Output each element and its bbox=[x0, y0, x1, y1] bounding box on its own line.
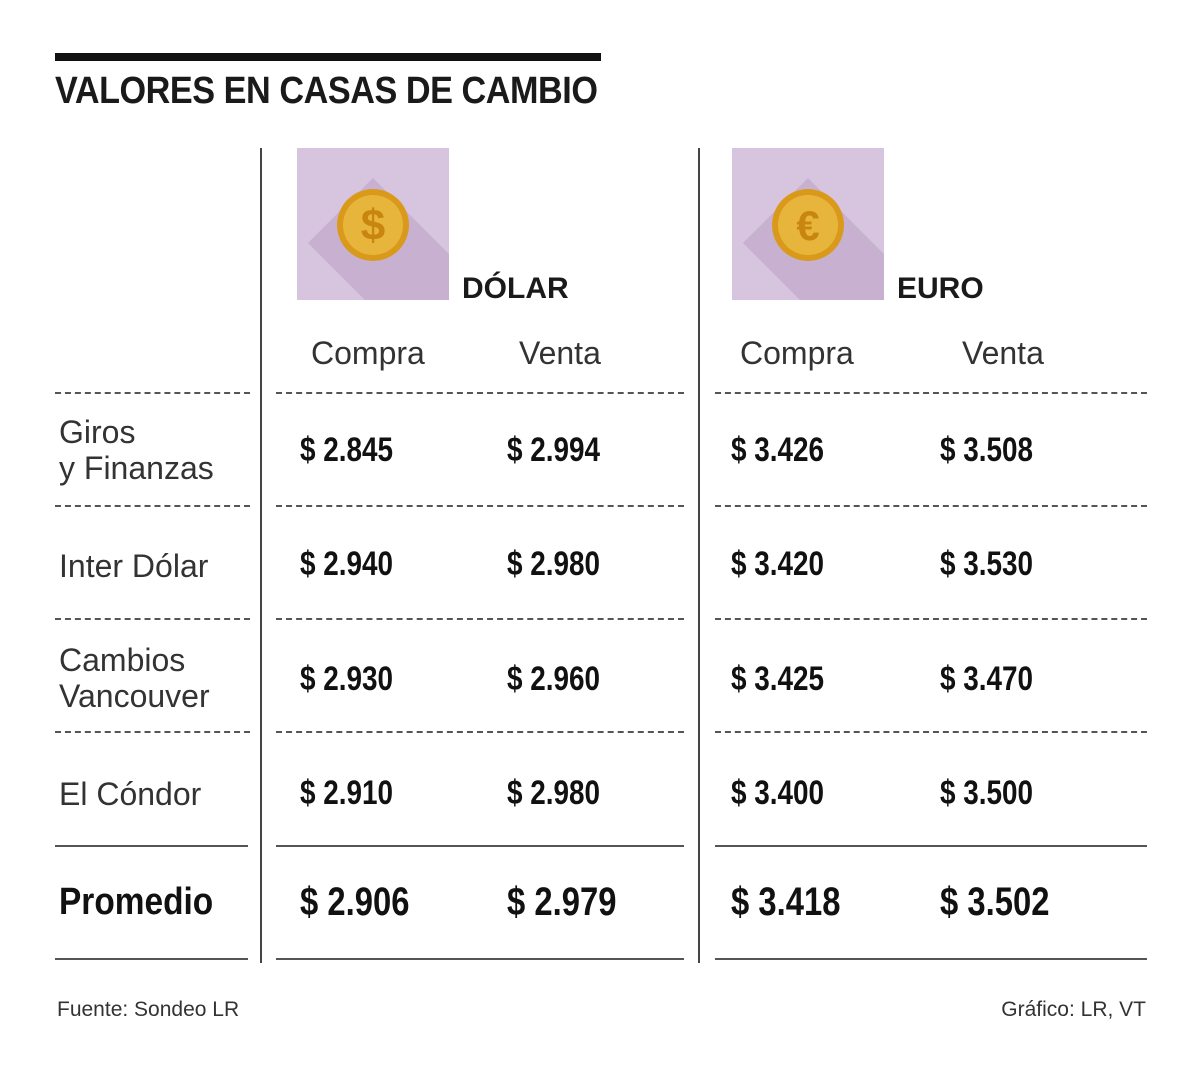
row-label-el-condor: El Cóndor bbox=[59, 776, 202, 812]
dollar-buy-header: Compra bbox=[311, 335, 425, 371]
euro-buy-header: Compra bbox=[740, 335, 854, 371]
average-cell: $ 3.418 bbox=[731, 880, 841, 924]
row-separator bbox=[715, 731, 1147, 733]
row-label-giros: Giros y Finanzas bbox=[59, 414, 214, 486]
row-separator bbox=[276, 392, 684, 394]
row-label-cambios-vancouver: Cambios Vancouver bbox=[59, 642, 210, 714]
table-cell: $ 2.910 bbox=[300, 774, 394, 812]
row-separator bbox=[55, 618, 250, 620]
average-separator bbox=[55, 845, 248, 847]
table-cell: $ 3.500 bbox=[940, 774, 1034, 812]
row-separator bbox=[715, 618, 1147, 620]
chart-title: VALORES EN CASAS DE CAMBIO bbox=[55, 70, 598, 112]
row-separator bbox=[55, 505, 250, 507]
table-cell: $ 2.930 bbox=[300, 660, 394, 698]
table-cell: $ 3.400 bbox=[731, 774, 825, 812]
average-cell: $ 3.502 bbox=[940, 880, 1050, 924]
credit-note: Gráfico: LR, VT bbox=[1001, 998, 1146, 1021]
row-separator bbox=[55, 392, 250, 394]
source-note: Fuente: Sondeo LR bbox=[57, 998, 240, 1021]
dollar-sell-header: Venta bbox=[519, 335, 601, 371]
row-separator bbox=[276, 618, 684, 620]
table-cell: $ 3.420 bbox=[731, 545, 825, 583]
euro-label: EURO bbox=[897, 272, 984, 305]
row-separator bbox=[276, 731, 684, 733]
table-cell: $ 2.980 bbox=[507, 774, 601, 812]
row-separator bbox=[715, 392, 1147, 394]
column-divider bbox=[698, 148, 700, 963]
row-separator bbox=[276, 505, 684, 507]
bottom-rule bbox=[715, 958, 1147, 960]
svg-text:$: $ bbox=[361, 201, 385, 250]
row-separator bbox=[55, 731, 250, 733]
euro-sell-header: Venta bbox=[962, 335, 1044, 371]
average-separator bbox=[715, 845, 1147, 847]
average-cell: $ 2.979 bbox=[507, 880, 617, 924]
dollar-label: DÓLAR bbox=[462, 272, 569, 305]
title-bar bbox=[55, 53, 601, 61]
svg-text:€: € bbox=[796, 202, 819, 249]
dollar-coin-icon: $ bbox=[297, 148, 449, 300]
table-cell: $ 3.470 bbox=[940, 660, 1034, 698]
row-label-inter-dolar: Inter Dólar bbox=[59, 548, 209, 584]
bottom-rule bbox=[55, 958, 248, 960]
table-cell: $ 3.425 bbox=[731, 660, 825, 698]
table-cell: $ 2.940 bbox=[300, 545, 394, 583]
table-cell: $ 2.994 bbox=[507, 431, 601, 469]
table-cell: $ 2.845 bbox=[300, 431, 394, 469]
bottom-rule bbox=[276, 958, 684, 960]
euro-coin-icon: € bbox=[732, 148, 884, 300]
table-cell: $ 2.960 bbox=[507, 660, 601, 698]
average-separator bbox=[276, 845, 684, 847]
row-label-promedio: Promedio bbox=[59, 881, 214, 923]
row-separator bbox=[715, 505, 1147, 507]
average-cell: $ 2.906 bbox=[300, 880, 410, 924]
table-cell: $ 3.508 bbox=[940, 431, 1034, 469]
column-divider bbox=[260, 148, 262, 963]
table-cell: $ 3.426 bbox=[731, 431, 825, 469]
table-cell: $ 2.980 bbox=[507, 545, 601, 583]
table-cell: $ 3.530 bbox=[940, 545, 1034, 583]
